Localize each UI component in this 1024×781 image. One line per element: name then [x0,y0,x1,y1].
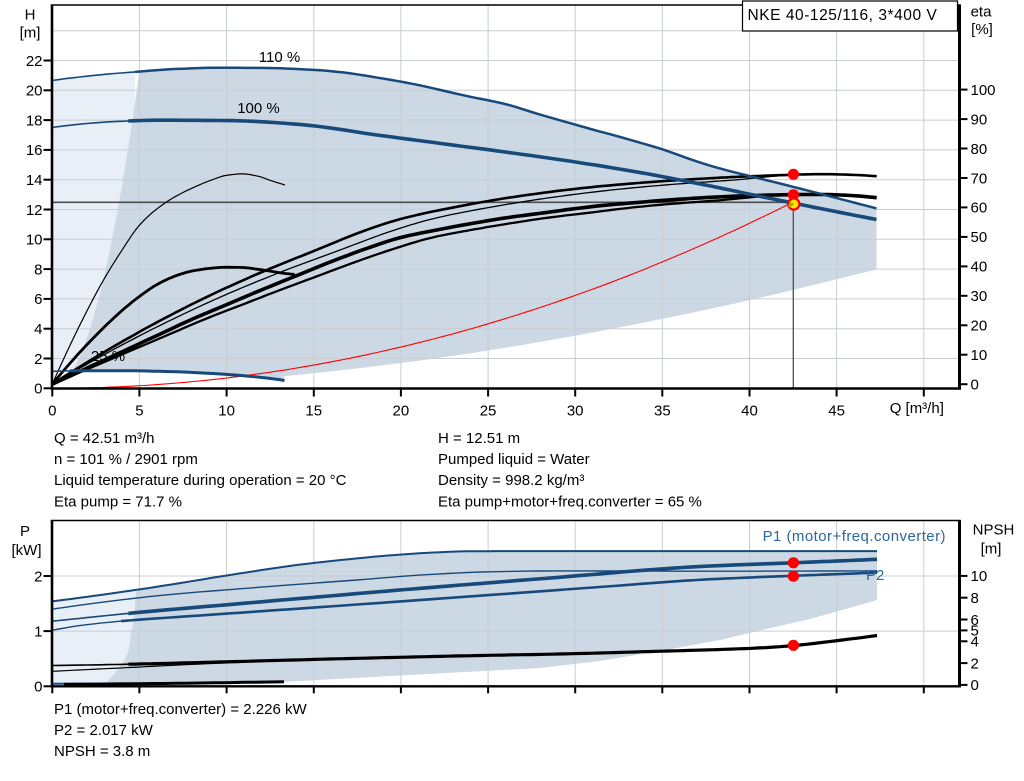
svg-text:2: 2 [34,568,42,585]
svg-text:6: 6 [971,612,979,629]
svg-text:0: 0 [34,381,42,398]
svg-text:5: 5 [135,403,143,420]
svg-text:16: 16 [26,142,43,159]
svg-text:2: 2 [971,655,979,672]
svg-text:[m]: [m] [20,25,41,42]
svg-text:10: 10 [218,403,235,420]
svg-text:4: 4 [34,321,42,338]
svg-text:P: P [20,523,30,540]
svg-text:15: 15 [305,403,322,420]
svg-text:0: 0 [34,679,42,696]
svg-text:P2 = 2.017 kW: P2 = 2.017 kW [54,722,154,739]
svg-text:H: H [25,7,36,24]
svg-text:Density = 998.2 kg/m³: Density = 998.2 kg/m³ [438,472,584,489]
svg-text:50: 50 [971,229,988,246]
svg-text:NPSH: NPSH [973,522,1015,539]
svg-text:P2: P2 [866,567,884,584]
svg-text:60: 60 [971,200,988,217]
svg-text:45: 45 [828,403,845,420]
svg-text:0: 0 [971,677,979,694]
svg-text:8: 8 [34,261,42,278]
svg-text:10: 10 [971,568,988,585]
svg-text:[m]: [m] [981,541,1002,558]
svg-text:[kW]: [kW] [12,542,42,559]
svg-text:12: 12 [26,202,43,219]
svg-text:NKE 40-125/116, 3*400 V: NKE 40-125/116, 3*400 V [748,7,938,24]
svg-text:2: 2 [34,351,42,368]
svg-text:40: 40 [741,403,758,420]
svg-text:18: 18 [26,112,43,129]
svg-text:P1 (motor+freq.converter) = 2.: P1 (motor+freq.converter) = 2.226 kW [54,701,307,718]
svg-text:25 %: 25 % [91,348,125,365]
svg-text:NPSH = 3.8 m: NPSH = 3.8 m [54,743,150,760]
svg-text:P1 (motor+freq.converter): P1 (motor+freq.converter) [763,528,946,545]
svg-text:30: 30 [971,288,988,305]
svg-text:Liquid temperature during oper: Liquid temperature during operation = 20… [54,472,347,489]
svg-text:Pumped liquid = Water: Pumped liquid = Water [438,451,590,468]
svg-text:80: 80 [971,141,988,158]
svg-text:10: 10 [971,347,988,364]
svg-text:110 %: 110 % [259,49,300,66]
svg-text:5: 5 [971,623,979,640]
svg-text:eta: eta [971,4,993,21]
svg-text:8: 8 [971,590,979,607]
svg-text:20: 20 [393,403,410,420]
svg-text:35: 35 [654,403,671,420]
svg-text:1: 1 [34,623,42,640]
svg-text:[%]: [%] [971,21,993,38]
svg-text:70: 70 [971,170,988,187]
svg-text:40: 40 [971,259,988,276]
svg-text:6: 6 [34,291,42,308]
svg-text:10: 10 [26,232,43,249]
svg-text:30: 30 [567,403,584,420]
svg-text:20: 20 [971,318,988,335]
svg-text:100: 100 [971,82,996,99]
svg-text:90: 90 [971,111,988,128]
svg-text:Eta pump = 71.7 %: Eta pump = 71.7 % [54,493,182,510]
svg-text:14: 14 [26,172,43,189]
svg-text:20: 20 [26,83,43,100]
svg-text:22: 22 [26,53,43,70]
svg-text:Q = 42.51 m³/h: Q = 42.51 m³/h [54,430,154,447]
svg-text:n = 101 % / 2901 rpm: n = 101 % / 2901 rpm [54,451,198,468]
svg-text:Eta pump+motor+freq.converter: Eta pump+motor+freq.converter = 65 % [438,493,702,510]
svg-text:0: 0 [971,377,979,394]
svg-text:Q [m³/h]: Q [m³/h] [890,400,944,417]
svg-text:25: 25 [480,403,497,420]
svg-text:0: 0 [48,403,56,420]
svg-text:H = 12.51 m: H = 12.51 m [438,430,520,447]
svg-text:100 %: 100 % [237,100,280,117]
svg-text:4: 4 [971,634,979,651]
